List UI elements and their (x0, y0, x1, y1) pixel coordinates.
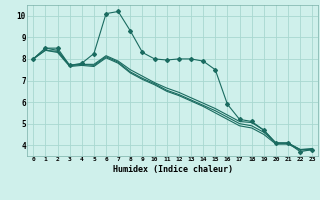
X-axis label: Humidex (Indice chaleur): Humidex (Indice chaleur) (113, 165, 233, 174)
